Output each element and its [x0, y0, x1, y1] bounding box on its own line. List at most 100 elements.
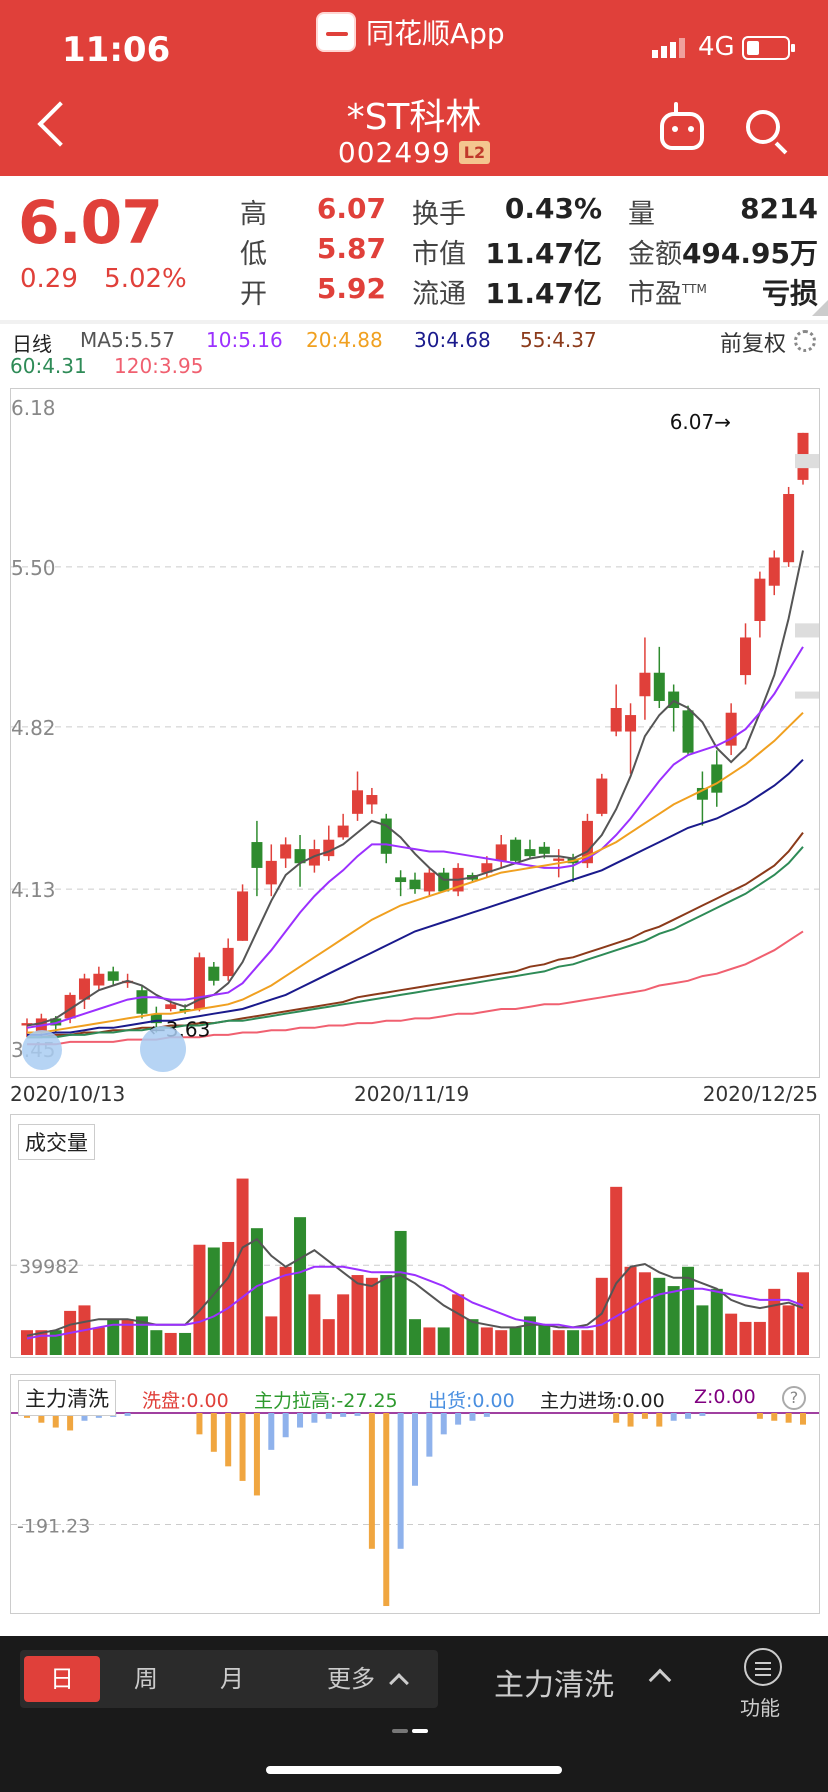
- candle-body: [380, 818, 392, 854]
- volume-bar: [150, 1330, 163, 1355]
- drag-handle-left-icon[interactable]: [22, 1030, 62, 1070]
- l2-badge[interactable]: L2: [458, 141, 491, 164]
- flow-bar: [282, 1413, 289, 1438]
- ma-legend-item[interactable]: 10:5.16: [206, 328, 283, 352]
- period-tab-more[interactable]: 更多: [327, 1665, 375, 1693]
- candle-body: [740, 637, 752, 676]
- volume-bar: [466, 1319, 479, 1355]
- quote-value: 11.47亿: [485, 277, 602, 310]
- flow-bar: [196, 1413, 203, 1435]
- volume-bar: [294, 1217, 307, 1355]
- volume-bar: [552, 1330, 565, 1355]
- flow-bar: [455, 1413, 462, 1425]
- candle-body: [625, 715, 637, 732]
- divider: [0, 320, 828, 324]
- volume-bar: [538, 1324, 551, 1355]
- ma-legend-item[interactable]: 120:3.95: [114, 354, 204, 378]
- search-icon[interactable]: [746, 110, 780, 144]
- flow-bar: [613, 1413, 620, 1423]
- y-tick-label: 4.13: [11, 878, 56, 902]
- period-tab-day[interactable]: 日: [24, 1656, 100, 1702]
- kline-chart[interactable]: 6.185.504.824.133.456.07→←3.63: [10, 388, 821, 1078]
- flow-bar: [124, 1413, 131, 1416]
- flow-bar: [67, 1413, 74, 1431]
- quote-label: 流通: [412, 279, 466, 310]
- function-label[interactable]: 功能: [740, 1696, 780, 1720]
- app-name: 同花顺App: [366, 17, 505, 50]
- price-level-block: [795, 454, 821, 469]
- ma-line-ma5: [26, 550, 804, 1027]
- main-force-title[interactable]: 主力清洗: [18, 1380, 116, 1416]
- price-level-block: [795, 691, 821, 699]
- robot-assistant-icon[interactable]: [660, 102, 704, 150]
- quote-label: 低: [240, 239, 267, 270]
- flow-bar: [412, 1413, 418, 1486]
- period-tab-week[interactable]: 周: [134, 1665, 158, 1693]
- candle-body: [682, 710, 694, 753]
- volume-bar: [739, 1321, 752, 1355]
- main-force-legend-item: Z:0.00: [694, 1386, 756, 1408]
- stock-name: *ST科林: [346, 97, 482, 138]
- flow-bar: [685, 1413, 692, 1419]
- gear-icon[interactable]: [794, 330, 816, 352]
- candle-body: [222, 947, 234, 977]
- volume-bar: [265, 1316, 278, 1355]
- ma-legend-item[interactable]: MA5:5.57: [80, 328, 175, 352]
- period-tab-month[interactable]: 月: [220, 1665, 244, 1693]
- flow-bar: [785, 1413, 792, 1423]
- candle-body: [50, 1018, 62, 1026]
- candle-body: [294, 849, 306, 864]
- quote-label: 市值: [412, 239, 466, 270]
- home-indicator[interactable]: [266, 1766, 562, 1774]
- volume-title[interactable]: 成交量: [18, 1124, 95, 1160]
- flow-bar: [354, 1413, 361, 1416]
- candle-body: [754, 578, 766, 621]
- kline-svg: 6.185.504.824.133.456.07→←3.63: [11, 396, 821, 1062]
- drag-handle-right-icon[interactable]: [140, 1026, 186, 1072]
- quote-label: 市盈TTM: [628, 279, 707, 310]
- candle-body: [78, 978, 90, 1000]
- ma-legend-item[interactable]: 55:4.37: [520, 328, 597, 352]
- main-force-svg: -191.23: [11, 1412, 819, 1607]
- candle-body: [725, 712, 737, 746]
- ma-legend-item[interactable]: 30:4.68: [414, 328, 491, 352]
- volume-bar: [308, 1294, 321, 1355]
- help-icon[interactable]: ?: [782, 1386, 806, 1410]
- ma-line-ma10: [26, 646, 804, 1029]
- ma-legend-item[interactable]: 20:4.88: [306, 328, 383, 352]
- volume-bar: [394, 1230, 407, 1355]
- flow-bar: [756, 1413, 763, 1419]
- quote-value: 5.87: [316, 232, 386, 265]
- main-force-legend-item: 主力拉高:-27.25: [254, 1390, 398, 1412]
- volume-bar: [164, 1332, 177, 1355]
- quote-value: 494.95万: [681, 237, 818, 270]
- flow-bar: [699, 1413, 706, 1416]
- expand-corner-icon[interactable]: [812, 300, 828, 316]
- volume-bar: [279, 1266, 292, 1355]
- menu-icon[interactable]: [744, 1648, 782, 1686]
- candle-body: [165, 1004, 177, 1010]
- volume-chart[interactable]: 39982: [10, 1114, 820, 1358]
- candle-body: [668, 691, 680, 709]
- volume-bar: [135, 1316, 148, 1355]
- date-label: 2020/11/19: [354, 1082, 470, 1106]
- candle-body: [481, 863, 493, 873]
- ma-legend-item[interactable]: 60:4.31: [10, 354, 87, 378]
- adjust-mode-button[interactable]: 前复权: [719, 332, 786, 357]
- candle-body: [265, 860, 277, 885]
- flow-bar: [38, 1413, 45, 1423]
- indicator-selector[interactable]: 主力清洗: [494, 1668, 614, 1703]
- candle-body: [409, 879, 421, 890]
- candle-body: [395, 877, 407, 883]
- status-time: 11:06: [62, 30, 171, 70]
- flow-bar: [368, 1413, 375, 1549]
- kline-period-label[interactable]: 日线: [12, 332, 52, 356]
- flow-bar: [311, 1413, 318, 1423]
- candle-body: [553, 858, 565, 861]
- volume-bar: [624, 1266, 637, 1355]
- price-level-block: [795, 623, 821, 638]
- flow-bar: [52, 1413, 59, 1428]
- main-force-chart[interactable]: -191.23: [10, 1374, 820, 1614]
- candle-body: [768, 557, 780, 586]
- quote-label: 高: [240, 199, 267, 230]
